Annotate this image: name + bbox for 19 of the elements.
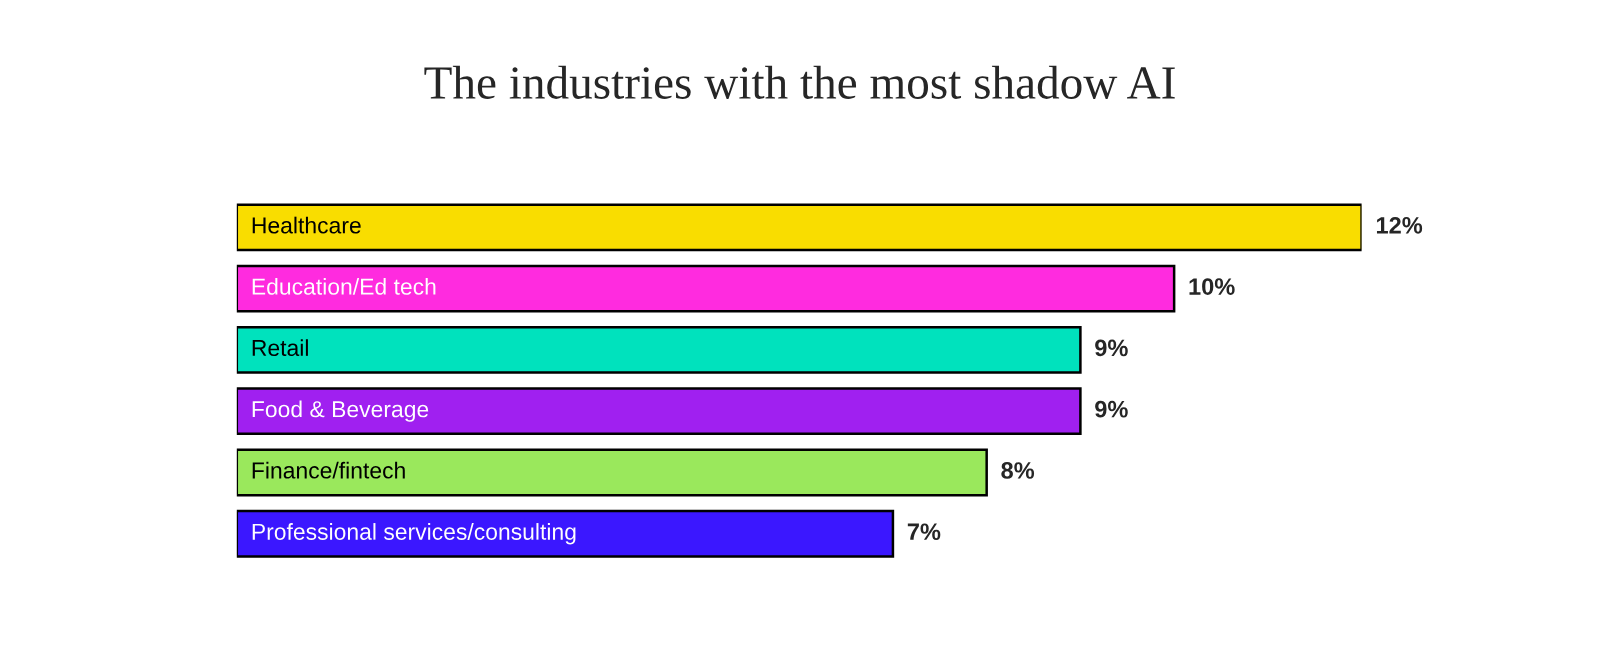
data-label: 10% [1189, 278, 1235, 295]
data-label: 8% [1001, 462, 1035, 479]
bar [236, 264, 1176, 313]
data-label: 12% [1376, 216, 1423, 234]
bar [236, 448, 988, 497]
bar [236, 387, 1082, 436]
y-tick-label: Professional services/consulting [252, 523, 576, 545]
y-tick-label: Food & Beverage [252, 400, 429, 422]
data-label: 9% [1095, 339, 1128, 357]
data-label: 7% [907, 523, 941, 541]
bar [236, 325, 1082, 374]
chart-title: The industries with the most shadow AI [424, 65, 1175, 99]
bar [236, 203, 1362, 252]
bar [236, 509, 895, 558]
y-tick-label: Finance/fintech [252, 461, 405, 479]
y-tick-label: Retail [252, 339, 308, 357]
y-tick-label: Education/Ed tech [252, 277, 436, 295]
y-tick-label: Healthcare [252, 216, 361, 234]
data-label: 9% [1095, 400, 1128, 418]
